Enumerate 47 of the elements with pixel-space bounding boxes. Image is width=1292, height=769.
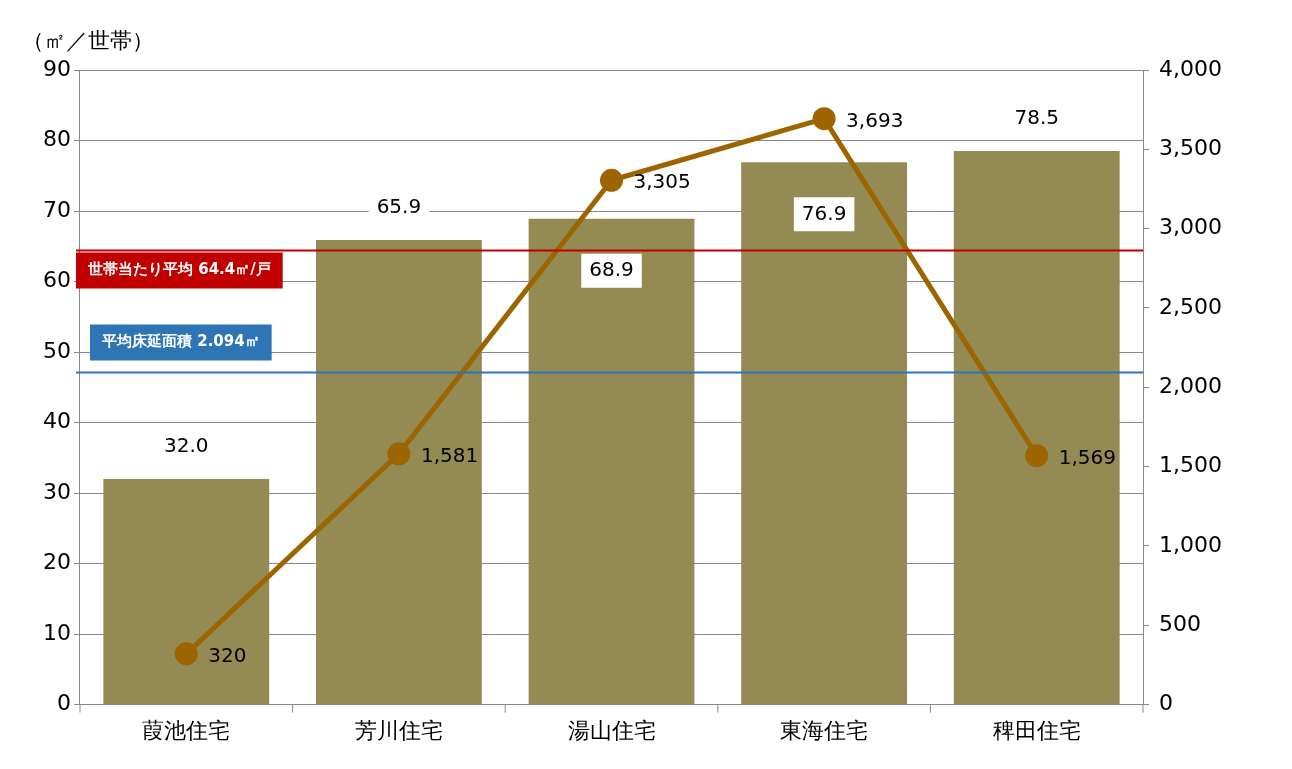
point xyxy=(1025,444,1049,468)
y-tick-label: 20 xyxy=(42,549,71,575)
y-tick-label: 90 xyxy=(42,55,71,81)
y2-tick-label: 0 xyxy=(1159,690,1174,716)
bar xyxy=(315,239,482,705)
data-label: 76.9 xyxy=(801,200,847,225)
y-tick-label: 70 xyxy=(42,196,71,222)
bar xyxy=(741,162,908,705)
x-tick-label: 芳川住宅 xyxy=(354,717,443,743)
data-label: 3,693 xyxy=(846,107,904,132)
y-tick-label: 30 xyxy=(42,478,71,504)
point xyxy=(600,168,624,192)
y2-tick-label: 4,000 xyxy=(1159,55,1222,81)
y-tick-label: 40 xyxy=(42,408,71,434)
y-tick-label: 10 xyxy=(42,619,71,645)
x-tick-label: 湯山住宅 xyxy=(567,717,656,743)
data-label: 32.0 xyxy=(164,433,209,458)
bar xyxy=(103,478,270,705)
data-label: 1,569 xyxy=(1058,444,1116,469)
y-tick-label: 80 xyxy=(42,126,71,152)
point xyxy=(387,442,411,466)
bar xyxy=(528,218,695,705)
y-tick-label: 60 xyxy=(42,267,71,293)
ref-line-label: 平均床延面積 2.094㎡ xyxy=(100,332,260,351)
data-label: 68.9 xyxy=(589,256,634,281)
data-label: 320 xyxy=(208,643,247,668)
y2-tick-label: 2,500 xyxy=(1159,293,1222,319)
x-tick-label: 稗田住宅 xyxy=(992,717,1081,743)
point xyxy=(174,642,198,666)
y2-tick-label: 3,500 xyxy=(1159,135,1222,161)
x-tick-label: 葭池住宅 xyxy=(142,717,231,743)
ref-line-label: 世帯当たり平均 64.4㎡/戸 xyxy=(86,260,271,279)
y-tick-label: 0 xyxy=(56,690,71,716)
y2-tick-label: 2,000 xyxy=(1159,373,1222,399)
y2-tick-label: 3,000 xyxy=(1159,214,1222,240)
data-label: 78.5 xyxy=(1014,105,1059,130)
x-tick-label: 東海住宅 xyxy=(780,717,869,743)
bar xyxy=(953,151,1120,705)
point xyxy=(812,107,836,131)
y2-tick-label: 1,000 xyxy=(1159,531,1222,557)
data-label: 1,581 xyxy=(420,442,479,467)
y-axis-title: （㎡／世帯） xyxy=(22,27,154,53)
data-label: 3,305 xyxy=(633,169,691,194)
y2-tick-label: 1,500 xyxy=(1159,452,1222,478)
y2-tick-label: 500 xyxy=(1159,610,1202,636)
data-label: 65.9 xyxy=(376,194,422,219)
y-tick-label: 50 xyxy=(42,337,71,363)
